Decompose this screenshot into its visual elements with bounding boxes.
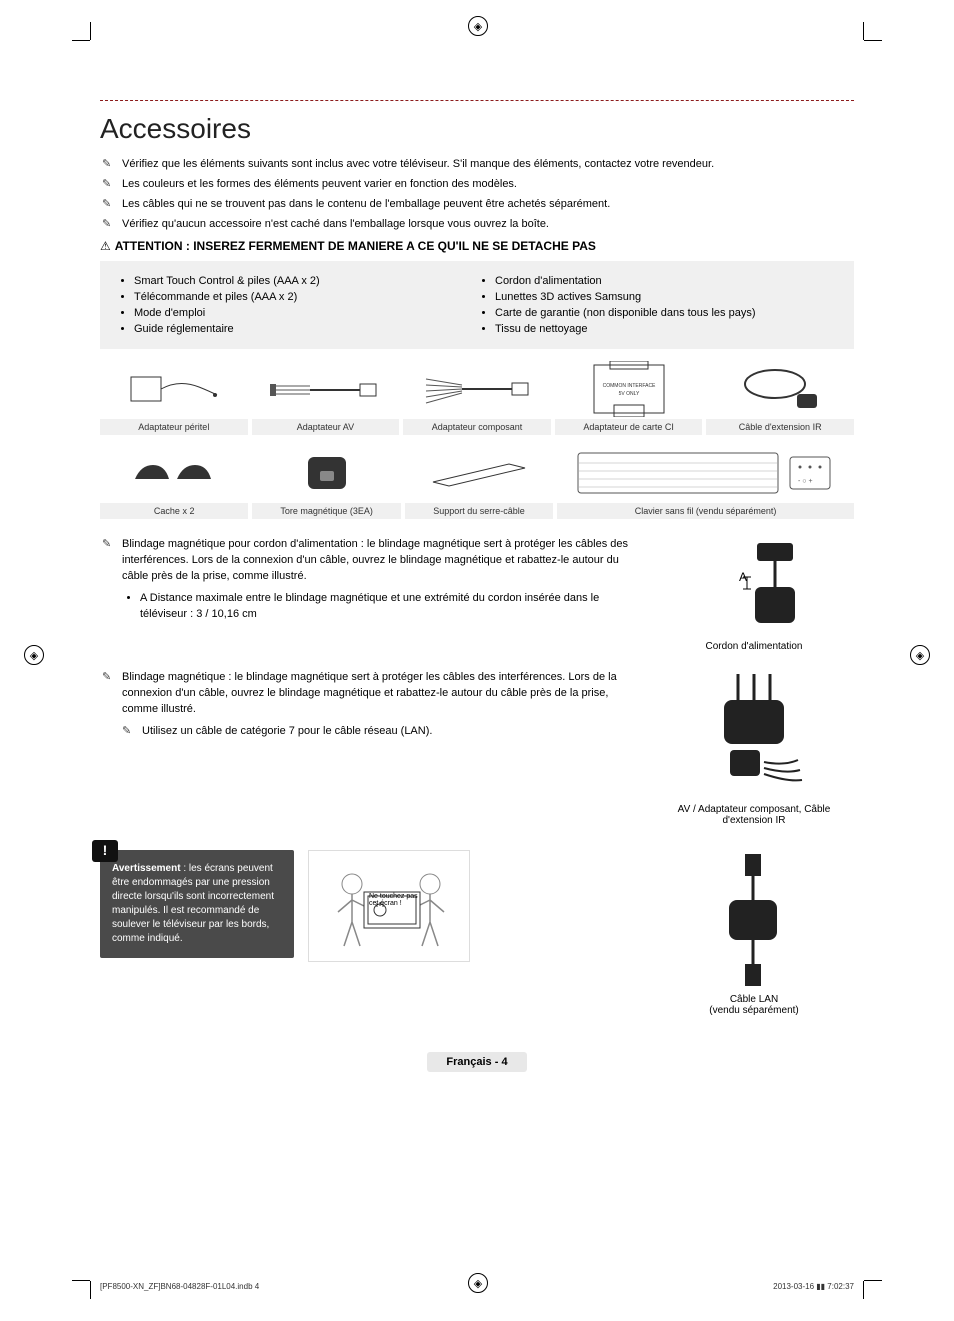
svg-text:COMMON INTERFACE: COMMON INTERFACE [602,383,655,389]
crop-mark [864,1280,882,1281]
list-item: Tissu de nettoyage [495,323,838,335]
accessory-label: Cache x 2 [100,503,248,519]
note-item: Les câbles qui ne se trouvent pas dans l… [100,197,854,213]
lan-cable-figure: Câble LAN (vendu séparément) [654,850,854,1016]
page: ◈ ◈ ◈ ◈ Accessoires Vérifiez que les élé… [0,0,954,1321]
accessory-label: Câble d'extension IR [706,419,854,435]
page-title: Accessoires [100,113,854,145]
ferrite-general-section: Blindage magnétique : le blindage magnét… [100,670,854,826]
ir-extension-cable-icon [706,359,854,419]
svg-text:- ○ +: - ○ + [798,478,813,485]
registration-mark-icon: ◈ [24,645,44,665]
accessory-cell: Adaptateur composant [403,359,551,435]
warning-box: ! Avertissement : les écrans peuvent êtr… [100,850,294,958]
accessory-label: Adaptateur AV [252,419,400,435]
note-item: Blindage magnétique pour cordon d'alimen… [100,537,634,585]
scart-adapter-icon [100,359,248,419]
print-footer: [PF8500-XN_ZF]BN68-04828F-01L04.indb 4 2… [100,1282,854,1291]
accessory-cell: - ○ + Clavier sans fil (vendu séparément… [557,443,854,519]
accessory-label: Support du serre-câble [405,503,553,519]
figure-caption: AV / Adaptateur composant, Câble d'exten… [654,804,854,826]
figure-caption: Câble LAN [654,994,854,1005]
accessory-label: Clavier sans fil (vendu séparément) [557,503,854,519]
touch-warning-label: Ne touchez pas cet écran ! [369,893,418,908]
section-divider [100,100,854,101]
warning-icon: ! [92,840,118,862]
warning-lead: Avertissement [112,863,181,874]
wireless-keyboard-icon: - ○ + [557,443,854,503]
accessory-cell: Adaptateur AV [252,359,400,435]
crop-mark [72,40,90,41]
warning-section: ! Avertissement : les écrans peuvent êtr… [100,850,854,1016]
list-item: Cordon d'alimentation [495,275,838,287]
included-right-list: Cordon d'alimentation Lunettes 3D active… [477,271,838,339]
figure-caption: Cordon d'alimentation [654,641,854,652]
accessory-label: Adaptateur de carte CI [555,419,703,435]
cover-icon [100,443,248,503]
sub-note: Utilisez un câble de catégorie 7 pour le… [120,724,634,740]
ferrite-power-section: Blindage magnétique pour cordon d'alimen… [100,537,854,652]
list-item: Télécommande et piles (AAA x 2) [134,291,477,303]
accessory-label: Tore magnétique (3EA) [252,503,400,519]
section-text: Blindage magnétique pour cordon d'alimen… [100,537,634,652]
page-number: Français - 4 [427,1052,527,1072]
accessory-cell: Cache x 2 [100,443,248,519]
av-adapter-figure: AV / Adaptateur composant, Câble d'exten… [654,670,854,826]
ci-card-adapter-icon: COMMON INTERFACE 5V ONLY [555,359,703,419]
cable-holder-icon [405,443,553,503]
print-timestamp: 2013-03-16 ▮▮ 7:02:37 [773,1282,854,1291]
notes-list: Vérifiez que les éléments suivants sont … [100,157,854,233]
accessory-label: Adaptateur composant [403,419,551,435]
accessory-cell: COMMON INTERFACE 5V ONLY Adaptateur de c… [555,359,703,435]
accessory-cell: Support du serre-câble [405,443,553,519]
accessory-cell: Câble d'extension IR [706,359,854,435]
crop-mark [864,40,882,41]
registration-mark-icon: ◈ [910,645,930,665]
handling-illustration: Ne touchez pas cet écran ! [308,850,470,962]
registration-mark-icon: ◈ [468,16,488,36]
section-text: Blindage magnétique : le blindage magnét… [100,670,634,826]
crop-mark [863,22,864,40]
note-item: Vérifiez que les éléments suivants sont … [100,157,854,173]
list-item: Lunettes 3D actives Samsung [495,291,838,303]
accessories-row-2: Cache x 2 Tore magnétique (3EA) Support … [100,443,854,519]
crop-mark [72,1280,90,1281]
note-item: Blindage magnétique : le blindage magnét… [100,670,634,718]
included-items-box: Smart Touch Control & piles (AAA x 2) Té… [100,261,854,349]
list-item: Smart Touch Control & piles (AAA x 2) [134,275,477,287]
svg-text:5V ONLY: 5V ONLY [618,391,639,397]
accessories-row-1: Adaptateur péritel Adaptateur AV [100,359,854,435]
ferrite-core-icon [252,443,400,503]
warning-body: : les écrans peuvent être endommagés par… [112,863,274,944]
note-item: Les couleurs et les formes des éléments … [100,177,854,193]
included-left-list: Smart Touch Control & piles (AAA x 2) Té… [116,271,477,339]
crop-mark [90,22,91,40]
sub-note: A Distance maximale entre le blindage ma… [140,591,634,623]
list-item: Mode d'emploi [134,307,477,319]
attention-heading: ATTENTION : INSEREZ FERMEMENT DE MANIERE… [100,239,854,253]
accessory-cell: Tore magnétique (3EA) [252,443,400,519]
av-adapter-icon [252,359,400,419]
crop-mark [863,1281,864,1299]
accessory-label: Adaptateur péritel [100,419,248,435]
component-adapter-icon [403,359,551,419]
note-item: Vérifiez qu'aucun accessoire n'est caché… [100,217,854,233]
power-cord-figure: A Cordon d'alimentation [654,537,854,652]
list-item: Carte de garantie (non disponible dans t… [495,307,838,319]
accessory-cell: Adaptateur péritel [100,359,248,435]
figure-caption: (vendu séparément) [654,1005,854,1016]
list-item: Guide réglementaire [134,323,477,335]
print-file-path: [PF8500-XN_ZF]BN68-04828F-01L04.indb 4 [100,1282,259,1291]
crop-mark [90,1281,91,1299]
